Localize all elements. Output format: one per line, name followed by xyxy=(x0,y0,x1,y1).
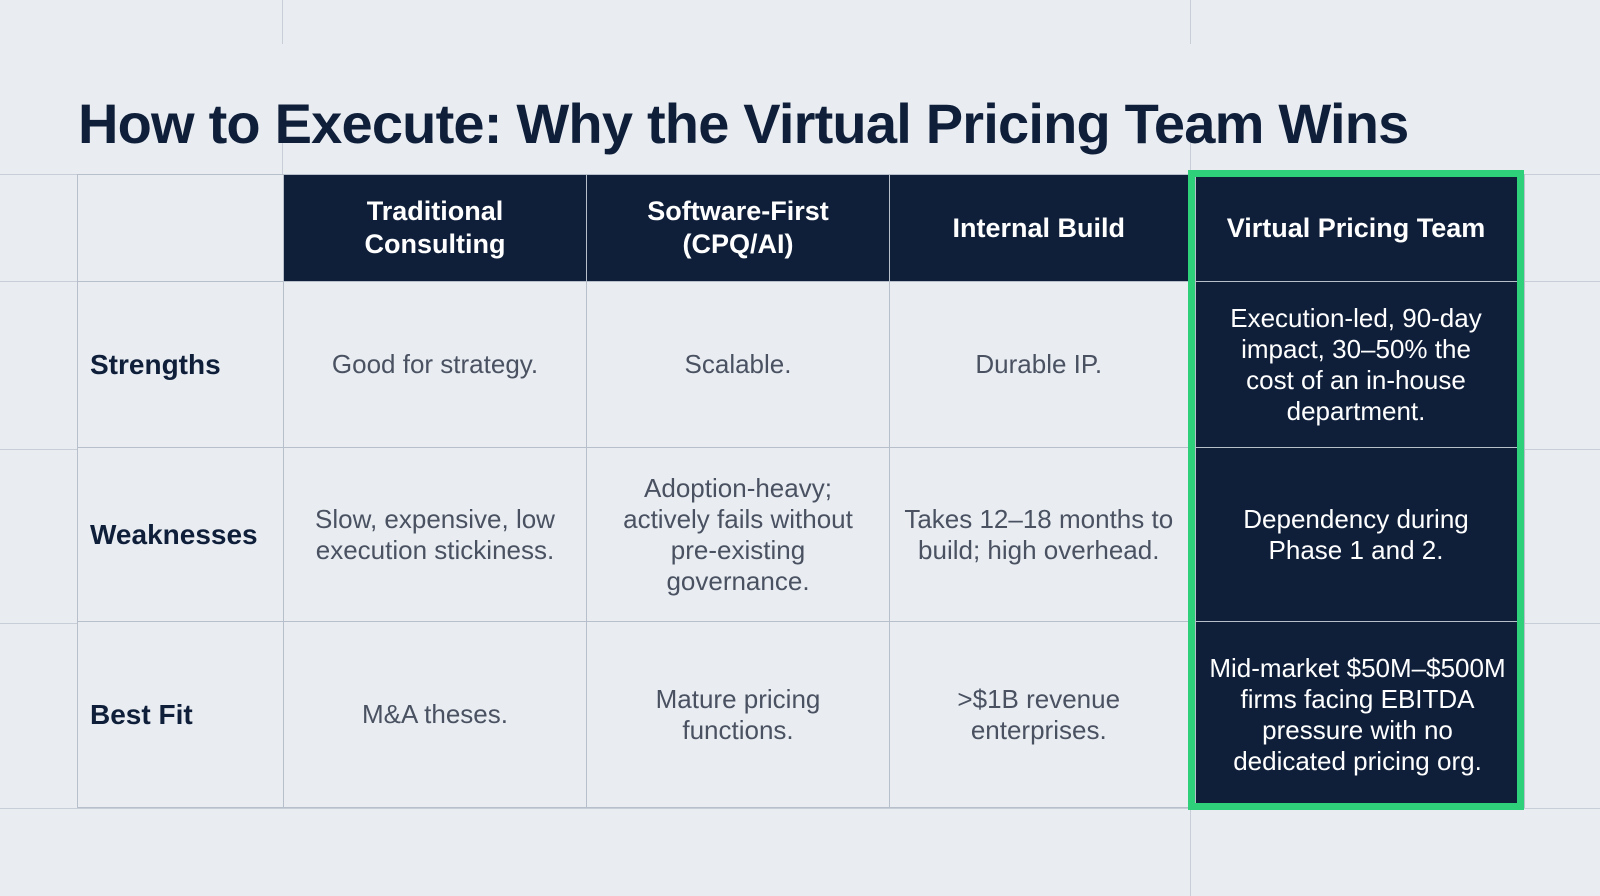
table-cell: >$1B revenue enterprises. xyxy=(889,621,1192,808)
column-header-internal-build: Internal Build xyxy=(889,174,1192,282)
background-gridline xyxy=(1524,623,1600,624)
row-header-weaknesses: Weaknesses xyxy=(77,447,284,622)
table-corner-cell xyxy=(77,174,284,282)
table-row: Strengths Good for strategy. Scalable. D… xyxy=(77,281,1525,448)
column-header-label: Traditional Consulting xyxy=(364,196,506,259)
cell-text: Mid-market $50M–$500M firms facing EBITD… xyxy=(1209,652,1506,776)
table-cell: M&A theses. xyxy=(283,621,587,808)
cell-text: Execution-led, 90-day impact, 30–50% the… xyxy=(1230,302,1482,426)
background-gridline xyxy=(0,808,1600,809)
background-gridline xyxy=(0,174,77,175)
column-header-software-first: Software-First (CPQ/AI) xyxy=(586,174,890,282)
column-header-virtual-pricing-team: Virtual Pricing Team xyxy=(1187,174,1525,282)
table-cell-highlighted: Dependency during Phase 1 and 2. xyxy=(1187,447,1525,622)
row-header-strengths: Strengths xyxy=(77,281,284,448)
column-header-label: Virtual Pricing Team xyxy=(1226,212,1486,243)
table-header-row: Traditional Consulting Software-First (C… xyxy=(77,174,1525,282)
comparison-table-container: Traditional Consulting Software-First (C… xyxy=(77,174,1525,808)
table-cell: Scalable. xyxy=(586,281,890,448)
table-cell-highlighted: Mid-market $50M–$500M firms facing EBITD… xyxy=(1187,621,1525,808)
table-row: Weaknesses Slow, expensive, low executio… xyxy=(77,447,1525,622)
background-gridline xyxy=(282,0,283,44)
table-cell-highlighted: Execution-led, 90-day impact, 30–50% the… xyxy=(1187,281,1525,448)
column-header-traditional-consulting: Traditional Consulting xyxy=(283,174,587,282)
table-cell: Durable IP. xyxy=(889,281,1192,448)
cell-text: Good for strategy. xyxy=(331,349,539,379)
cell-text: Mature pricing functions. xyxy=(655,683,821,745)
background-gridline xyxy=(1190,0,1191,44)
background-gridline xyxy=(0,281,77,282)
background-gridline xyxy=(1190,810,1191,896)
cell-text: Slow, expensive, low execution stickines… xyxy=(315,503,555,565)
page-title: How to Execute: Why the Virtual Pricing … xyxy=(78,91,1409,155)
cell-text: Dependency during Phase 1 and 2. xyxy=(1243,503,1469,565)
cell-text: Takes 12–18 months to build; high overhe… xyxy=(904,503,1174,565)
background-gridline xyxy=(1190,138,1191,170)
cell-text: >$1B revenue enterprises. xyxy=(957,683,1121,745)
cell-text: Adoption-heavy; actively fails without p… xyxy=(623,472,853,596)
comparison-table: Traditional Consulting Software-First (C… xyxy=(77,174,1525,808)
column-header-label: Internal Build xyxy=(952,212,1125,243)
cell-text: Scalable. xyxy=(684,349,792,379)
table-cell: Adoption-heavy; actively fails without p… xyxy=(586,447,890,622)
cell-text: M&A theses. xyxy=(362,699,508,729)
table-cell: Takes 12–18 months to build; high overhe… xyxy=(889,447,1192,622)
table-row: Best Fit M&A theses. Mature pricing func… xyxy=(77,621,1525,808)
row-header-best-fit: Best Fit xyxy=(77,621,284,808)
background-gridline xyxy=(1524,449,1600,450)
table-cell: Slow, expensive, low execution stickines… xyxy=(283,447,587,622)
table-cell: Good for strategy. xyxy=(283,281,587,448)
background-gridline xyxy=(0,623,77,624)
column-header-label: Software-First (CPQ/AI) xyxy=(647,196,829,259)
cell-text: Durable IP. xyxy=(975,349,1103,379)
background-gridline xyxy=(0,449,77,450)
table-cell: Mature pricing functions. xyxy=(586,621,890,808)
background-gridline xyxy=(1524,174,1600,175)
background-gridline xyxy=(282,138,283,174)
background-gridline xyxy=(1524,281,1600,282)
